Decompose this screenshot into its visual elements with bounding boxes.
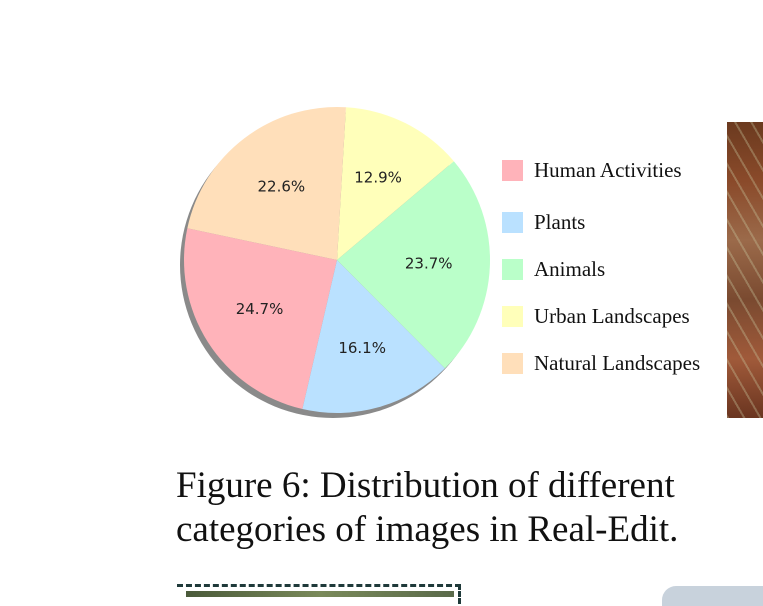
legend-swatch <box>502 305 523 327</box>
legend-item: Animals <box>502 257 605 281</box>
figure-caption: Figure 6: Distribution of different cate… <box>176 464 756 552</box>
legend-label: Natural Landscapes <box>534 350 701 375</box>
pie-slice-plants <box>302 260 445 413</box>
legend-item: Urban Landscapes <box>502 304 690 328</box>
legend-swatch <box>502 211 523 233</box>
caption-line-1: Figure 6: Distribution of different <box>176 465 675 506</box>
legend-swatch <box>502 352 523 374</box>
pie-slice-human-activities <box>183 228 337 410</box>
slice-percent-label: 22.6% <box>258 177 306 195</box>
slice-percent-label: 23.7% <box>405 254 453 272</box>
pie-slice-urban-landscapes <box>337 107 454 261</box>
caption-line-2: categories of images in Real-Edit. <box>176 509 679 550</box>
pie-slice-natural-landscapes <box>187 107 346 260</box>
slice-percent-label: 12.9% <box>354 168 402 186</box>
legend-label: Human Activities <box>534 157 682 182</box>
slice-percent-label: 24.7% <box>236 300 284 318</box>
legend-item: Plants <box>502 210 585 234</box>
dashed-frame <box>177 584 461 604</box>
pie-slice-animals <box>337 161 490 369</box>
legend-label: Animals <box>534 256 606 281</box>
legend-swatch <box>502 258 523 280</box>
legend-item: Natural Landscapes <box>502 351 700 375</box>
legend-label: Plants <box>534 209 586 234</box>
cropped-photo-bottom <box>186 591 454 597</box>
cropped-bubble <box>662 586 763 606</box>
slice-percent-label: 16.1% <box>338 339 386 357</box>
legend-swatch <box>502 159 523 181</box>
legend-label: Urban Landscapes <box>534 303 690 328</box>
cropped-photo-right <box>727 122 763 418</box>
legend-item: Human Activities <box>502 158 682 182</box>
